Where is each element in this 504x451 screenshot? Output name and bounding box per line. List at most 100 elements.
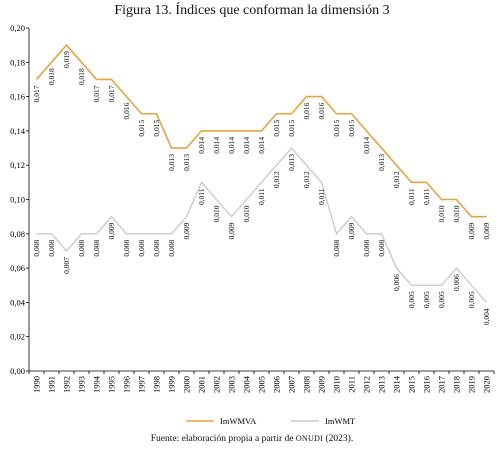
x-tick-label: 1995 [107,376,117,393]
data-label-imwmva: 0,013 [182,154,191,171]
x-tick-label: 2001 [197,376,207,393]
data-label-imwmt: 0,011 [257,188,266,205]
x-tick-label: 2008 [302,376,312,393]
source-prefix: Fuente: elaboración propia a partir de [150,434,294,444]
data-label-imwmt: 0,013 [287,154,296,171]
x-tick-label: 1990 [32,376,42,393]
series-imwmt [36,147,487,303]
source-brand: ONUDI [295,434,324,443]
x-tick-label: 2012 [362,376,372,393]
y-tick-label: 0,16 [10,92,25,102]
data-label-imwmva: 0,016 [122,102,131,119]
data-label-imwmva: 0,015 [137,120,146,137]
x-tick-label: 2009 [317,376,327,393]
data-label-imwmt: 0,010 [242,205,251,222]
y-tick-label: 0,20 [10,23,25,33]
x-tick-label: 1997 [137,376,147,393]
data-label-imwmva: 0,009 [467,222,476,239]
data-label-imwmva: 0,014 [227,137,236,154]
data-label-imwmva: 0,014 [257,137,266,154]
data-label-imwmva: 0,011 [407,188,416,205]
axes: 0,00 0,02 0,04 0,06 0,08 0,10 0,12 0,14 0,16 0,18… [10,23,495,393]
x-tick-label: 2016 [422,376,432,393]
data-label-imwmva: 0,015 [287,120,296,137]
data-label-imwmt: 0,009 [347,222,356,239]
x-tick-label: 2017 [437,376,447,393]
data-label-imwmt: 0,008 [47,240,56,257]
data-label-imwmva: 0,017 [107,85,116,102]
data-label-imwmt: 0,011 [317,188,326,205]
data-label-imwmva: 0,018 [77,68,86,85]
x-tick-label: 2006 [272,376,282,393]
series-line-imwmva [35,43,487,218]
data-label-imwmva: 0,011 [422,188,431,205]
y-tick-label: 0,04 [10,297,26,307]
x-tick-label: 2019 [467,376,477,393]
data-label-imwmt: 0,006 [392,274,401,291]
data-label-imwmt: 0,007 [62,257,71,274]
x-tick-label: 2010 [332,376,342,393]
data-label-imwmt: 0,008 [377,240,386,257]
data-label-imwmva: 0,017 [92,85,101,102]
data-label-imwmt: 0,008 [32,240,41,257]
data-label-imwmt: 0,006 [452,274,461,291]
data-label-imwmva: 0,014 [242,137,251,154]
y-tick-label: 0,02 [10,332,25,342]
data-labels: 0,017 0,018 0,019 0,018 0,017 0,017 0,016 0,015… [32,51,491,325]
source-suffix: (2023). [325,434,354,444]
y-tick-label: 0,18 [10,57,25,67]
y-tick-label: 0,08 [10,229,25,239]
data-label-imwmva: 0,014 [212,137,221,154]
legend-label-imwmt: ImWMT [325,416,356,426]
data-label-imwmva: 0,009 [482,222,491,239]
legend-label-imwmva: ImWMVA [220,416,257,426]
data-label-imwmva: 0,014 [197,137,206,154]
x-tick-label: 1998 [152,376,162,393]
x-tick-label: 2002 [212,376,222,393]
data-label-imwmt: 0,009 [107,222,116,239]
x-tick-label: 2011 [347,376,357,393]
series-imwmva [35,43,487,218]
y-tick-label: 0,10 [10,195,25,205]
data-label-imwmt: 0,008 [332,240,341,257]
data-label-imwmva: 0,015 [347,120,356,137]
data-label-imwmt: 0,008 [137,240,146,257]
data-label-imwmva: 0,010 [437,205,446,222]
data-label-imwmt: 0,010 [212,205,221,222]
data-label-imwmva: 0,015 [152,120,161,137]
x-tick-label: 2020 [482,376,492,393]
chart-title: Figura 13. Índices que conforman la dime… [114,3,390,18]
data-label-imwmva: 0,016 [302,102,311,119]
data-label-imwmva: 0,013 [167,154,176,171]
data-label-imwmva: 0,014 [362,137,371,154]
x-tick-label: 2018 [452,376,462,393]
data-label-imwmt: 0,008 [77,240,86,257]
data-label-imwmva: 0,018 [47,68,56,85]
data-label-imwmva: 0,015 [272,120,281,137]
data-label-imwmt: 0,009 [227,222,236,239]
data-label-imwmva: 0,015 [332,120,341,137]
x-tick-label: 1996 [122,376,132,393]
x-tick-label: 1992 [62,376,72,393]
data-label-imwmt: 0,011 [197,188,206,205]
x-tick-label: 2004 [242,375,252,393]
data-label-imwmva: 0,012 [392,171,401,188]
data-label-imwmt: 0,009 [182,222,191,239]
x-tick-label: 1991 [47,376,57,393]
x-tick-label: 2003 [227,376,237,393]
data-label-imwmt: 0,005 [437,291,446,308]
source-note: Fuente: elaboración propia a partir de O… [0,434,504,444]
legend: ImWMVA ImWMT [186,416,356,426]
x-tick-label: 2015 [407,376,417,393]
data-label-imwmt: 0,008 [362,240,371,257]
data-label-imwmva: 0,016 [317,102,326,119]
data-label-imwmt: 0,005 [422,291,431,308]
x-tick-label: 1999 [167,376,177,393]
data-label-imwmt: 0,008 [152,240,161,257]
y-tick-label: 0,00 [10,366,25,376]
x-tick-label: 2013 [377,376,387,393]
data-label-imwmva: 0,019 [62,51,71,68]
x-tick-label: 2007 [287,376,297,393]
data-label-imwmva: 0,017 [32,85,41,102]
